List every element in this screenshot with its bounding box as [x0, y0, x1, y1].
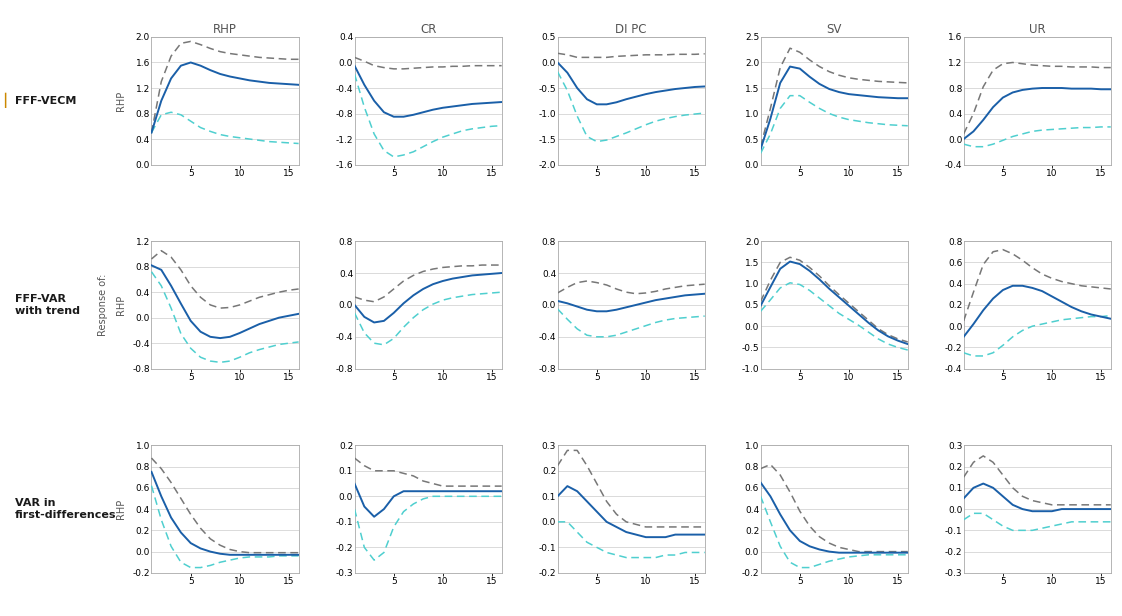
Title: DI PC: DI PC — [615, 23, 647, 36]
Text: ▏: ▏ — [4, 93, 16, 108]
Text: RHP: RHP — [117, 91, 126, 111]
Text: RHP: RHP — [117, 499, 126, 519]
Text: VAR in
first-differences: VAR in first-differences — [15, 498, 116, 521]
Title: UR: UR — [1029, 23, 1046, 36]
Text: FFF-VAR
with trend: FFF-VAR with trend — [15, 294, 80, 316]
Title: CR: CR — [420, 23, 436, 36]
Text: RHP: RHP — [117, 295, 126, 315]
Text: Response of:: Response of: — [99, 274, 108, 336]
Title: SV: SV — [827, 23, 842, 36]
Title: RHP: RHP — [213, 23, 237, 36]
Text: FFF-VECM: FFF-VECM — [15, 95, 76, 106]
